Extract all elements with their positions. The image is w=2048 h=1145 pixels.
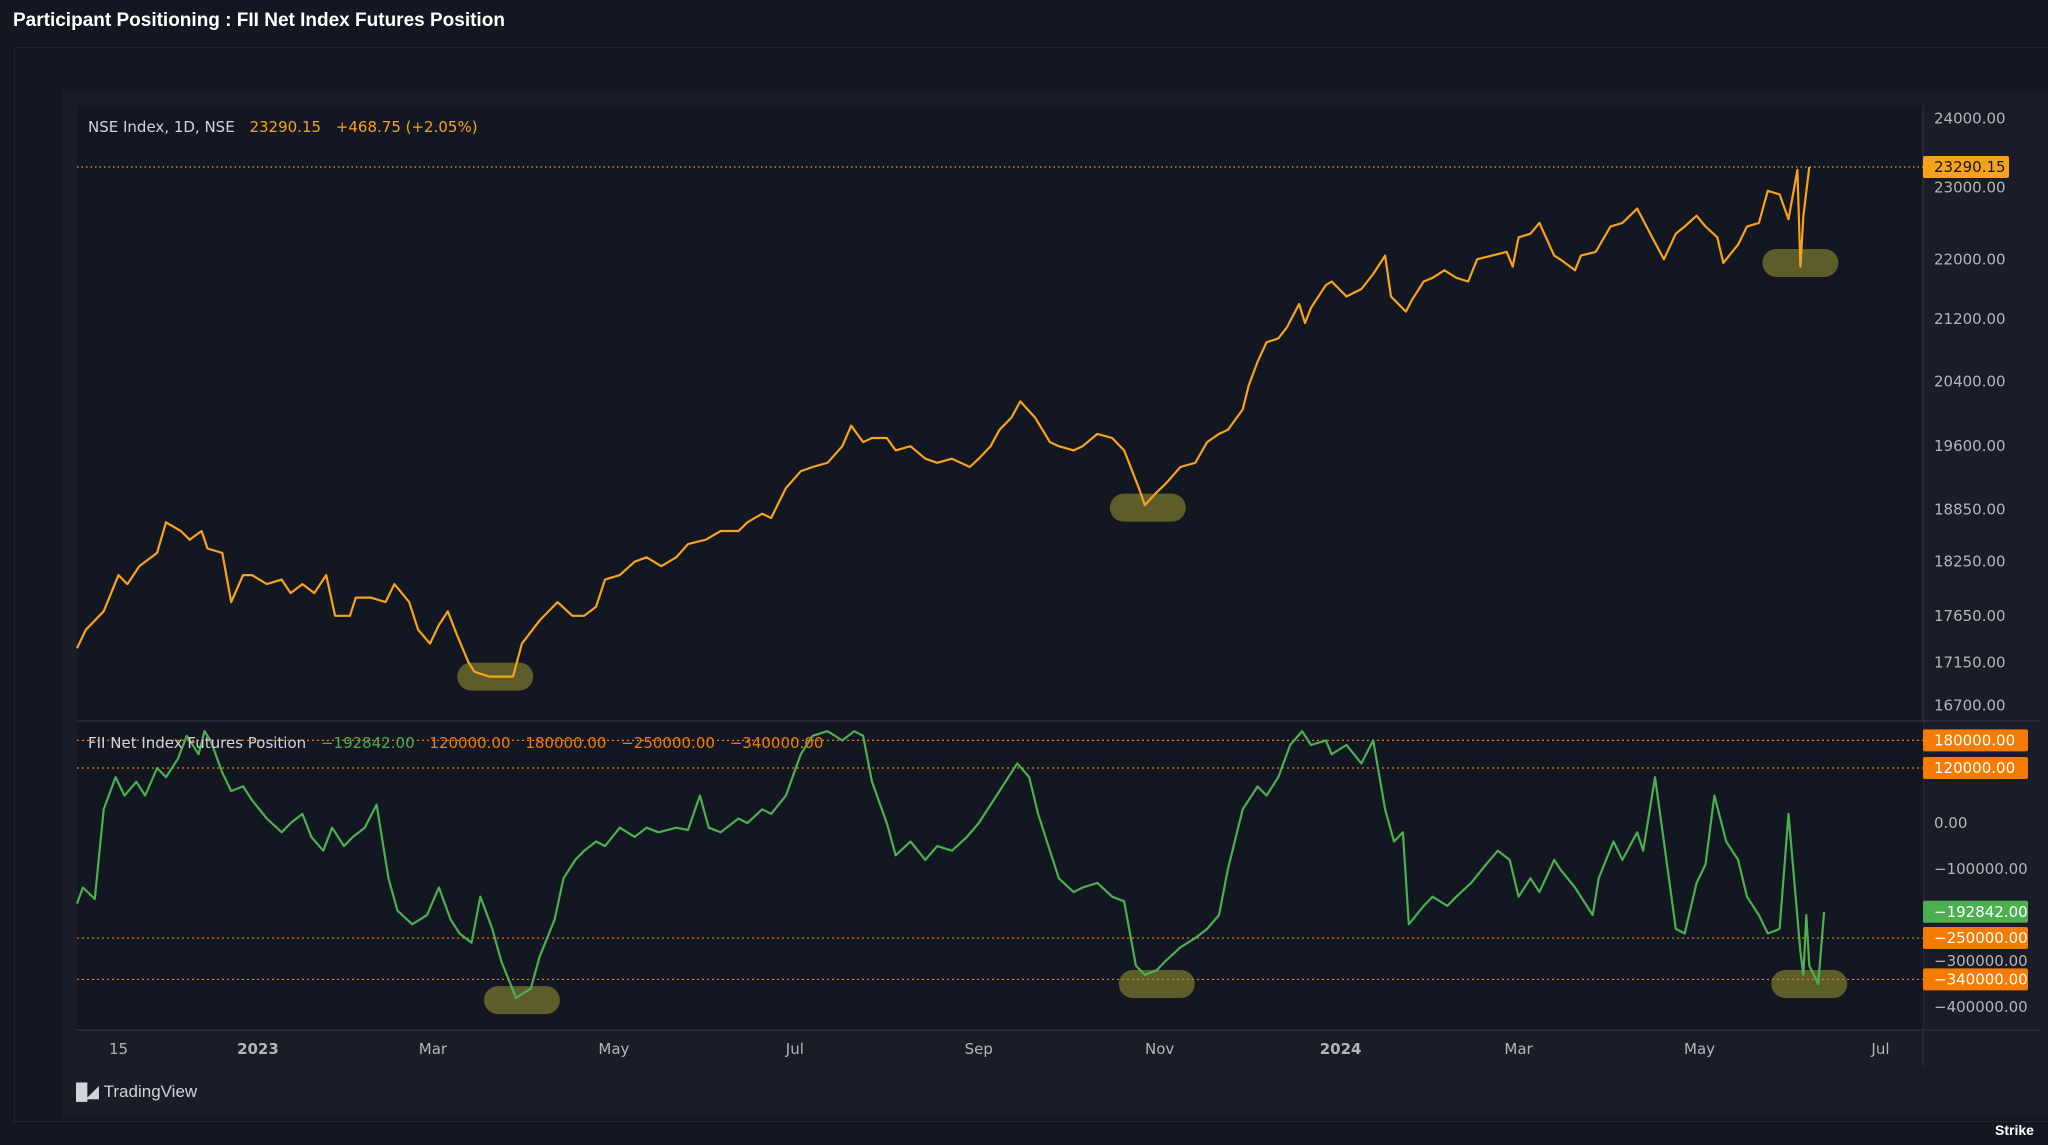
- fii-level-badge-3: [1923, 968, 2028, 991]
- fii-legend-value-1: 120000.00: [429, 734, 510, 752]
- highlight-marker-3: [483, 986, 560, 1015]
- fii-level-badge-1: [1923, 756, 2028, 779]
- fii-position-pane: 180000.00 120000.00 0.00 −100000.00 −300000.…: [75, 722, 2028, 1030]
- price-tick-label-5: 19600.00: [1934, 437, 2006, 455]
- highlight-marker-5: [1771, 970, 1848, 999]
- fii-legend-value-2: 180000.00: [525, 734, 606, 752]
- fii-legend-name: FII Net Index Futures Position: [88, 734, 306, 752]
- tradingview-logo-text: TradingView: [103, 1082, 198, 1101]
- price-tick-label-0: 24000.00: [1934, 109, 2006, 127]
- price-legend: NSE Index, 1D, NSE 23290.15 +468.75 (+2.…: [88, 118, 478, 136]
- price-tick-label-9: 17150.00: [1934, 653, 2006, 671]
- tradingview-logo-icon: █◢: [76, 1084, 99, 1101]
- fii-series-line: [75, 730, 1826, 999]
- outer-frame: [14, 47, 2048, 1122]
- time-tick-label-7: 2024: [1320, 1040, 1362, 1058]
- price-tick-label-7: 18250.00: [1934, 553, 2006, 571]
- tradingview-logo[interactable]: █◢ TradingView: [76, 1082, 197, 1102]
- fii-last-value-label: −192842.00: [1934, 903, 2028, 921]
- fii-legend: FII Net Index Futures Position −192842.0…: [88, 734, 823, 752]
- price-tick-label-3: 21200.00: [1934, 310, 2006, 328]
- fii-level-label-1: 120000.00: [1934, 759, 2015, 777]
- fii-legend-value-3: −250000.00: [621, 734, 715, 752]
- time-tick-label-1: 2023: [237, 1040, 279, 1058]
- time-tick-label-3: May: [598, 1040, 629, 1058]
- fii-legend-value-4: −340000.00: [730, 734, 824, 752]
- price-last-value-label: 23290.15: [1934, 158, 2006, 176]
- fii-level-label-2: −250000.00: [1934, 929, 2028, 947]
- fii-pane-background: [77, 722, 1923, 1030]
- time-tick-label-9: May: [1684, 1040, 1715, 1058]
- price-legend-symbol: NSE Index, 1D, NSE: [88, 118, 235, 136]
- watermark: Strike: [1995, 1122, 2034, 1138]
- price-tick-label-2: 22000.00: [1934, 250, 2006, 268]
- fii-tick-label-3: −100000.00: [1934, 860, 2028, 878]
- highlight-marker-4: [1118, 970, 1195, 999]
- fii-tick-label-2: 0.00: [1934, 814, 1967, 832]
- price-series-line: [76, 166, 1811, 678]
- time-tick-label-6: Nov: [1145, 1040, 1174, 1058]
- time-tick-label-2: Mar: [419, 1040, 448, 1058]
- price-tick-label-6: 18850.00: [1934, 500, 2006, 518]
- fii-level-label-3: −340000.00: [1934, 970, 2028, 988]
- fii-level-badge-0: [1923, 729, 2028, 752]
- time-tick-label-0: 15: [109, 1040, 128, 1058]
- fii-level-badge-2: [1923, 927, 2028, 950]
- price-legend-change: +468.75 (+2.05%): [336, 118, 478, 136]
- time-tick-label-5: Sep: [965, 1040, 993, 1058]
- fii-tick-label-4: −300000.00: [1934, 952, 2028, 970]
- price-tick-label-1: 23000.00: [1934, 178, 2006, 196]
- fii-level-label-0: 180000.00: [1934, 731, 2015, 749]
- time-tick-label-10: Jul: [1870, 1040, 1889, 1058]
- price-last-value-badge: [1923, 156, 2009, 179]
- price-pane: 24000.00 23000.00 22000.00 21200.00 20400.00…: [76, 105, 2040, 1066]
- fii-legend-value-0: −192842.00: [321, 734, 415, 752]
- price-legend-last: 23290.15: [249, 118, 321, 136]
- price-tick-label-4: 20400.00: [1934, 372, 2006, 390]
- time-axis[interactable]: 15 2023 Mar May Jul Sep Nov 2024 Mar May Jul: [77, 1029, 2040, 1058]
- highlight-marker-1: [1109, 493, 1186, 522]
- fii-tick-label-5: −400000.00: [1934, 998, 2028, 1016]
- time-tick-label-4: Jul: [785, 1040, 804, 1058]
- fii-last-value-badge: [1923, 900, 2028, 923]
- time-tick-label-8: Mar: [1504, 1040, 1533, 1058]
- price-pane-background: [77, 105, 1923, 720]
- page-title: Participant Positioning : FII Net Index …: [13, 10, 505, 31]
- price-tick-label-10: 16700.00: [1934, 696, 2006, 714]
- price-tick-label-8: 17650.00: [1934, 607, 2006, 625]
